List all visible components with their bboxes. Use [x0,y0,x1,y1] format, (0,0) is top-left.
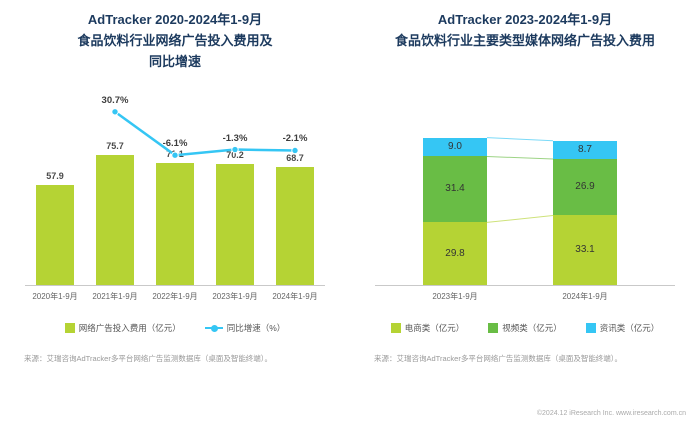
legend-item-video: 视频类（亿元） [488,322,562,334]
legend-item-news: 资讯类（亿元） [585,322,660,334]
left-title-line3: 同比增速 [148,53,201,69]
right-chart-title: AdTracker 2023-2024年1-9月 食品饮料行业主要类型媒体网络广… [375,10,675,80]
x-axis-label: 2023年1-9月 [212,292,258,301]
stack-segment-电商类（亿元） [553,215,617,285]
x-axis-label: 2023年1-9月 [432,292,478,301]
bar-value-label: 68.7 [286,152,304,163]
stack-connector-layer [486,137,554,223]
legend-item-ecommerce: 电商类（亿元） [390,322,465,334]
stack-segment-电商类（亿元） [423,222,487,285]
stack-segment-资讯类（亿元） [553,140,617,159]
stack-segment-视频类（亿元） [423,156,487,223]
left-title-line1: AdTracker 2020-2024年1-9月 [87,12,263,27]
bar-2022年1-9月 [156,162,194,285]
left-title-line2: 食品饮料行业网络广告投入费用及 [77,32,273,48]
news-swatch [585,323,596,333]
left-legend: 网络广告投入费用（亿元） 同比增速（%） [25,322,325,334]
bar-value-label: 57.9 [46,171,64,182]
left-chart-title: AdTracker 2020-2024年1-9月 食品饮料行业网络广告投入费用及… [25,10,325,80]
charts-row: AdTracker 2020-2024年1-9月 食品饮料行业网络广告投入费用及… [0,0,700,334]
x-axis-label: 2024年1-9月 [562,292,608,301]
x-axis-label: 2024年1-9月 [272,292,318,301]
right-title-line1: AdTracker 2023-2024年1-9月 [437,12,613,27]
segment-value-label: 33.1 [575,244,595,256]
bar-series-swatch [64,323,75,333]
stack-segment-资讯类（亿元） [423,137,487,157]
stack-segment-视频类（亿元） [553,159,617,216]
right-title-line2: 食品饮料行业主要类型媒体网络广告投入费用 [394,32,655,48]
x-axis-line [25,285,325,286]
left-chart-panel: AdTracker 2020-2024年1-9月 食品饮料行业网络广告投入费用及… [0,0,350,334]
line-dot-icon [210,324,218,332]
ecommerce-swatch [390,323,401,333]
growth-rate-label: -6.1% [162,138,188,150]
bar-value-label: 75.7 [106,140,124,151]
right-chart-panel: AdTracker 2023-2024年1-9月 食品饮料行业主要类型媒体网络广… [350,0,700,334]
segment-value-label: 31.4 [445,183,465,195]
legend-label-growth: 同比增速（%） [226,323,286,333]
legend-label-ecommerce: 电商类（亿元） [404,323,465,333]
copyright-footer: ©2024.12 iResearch Inc. www.iresearch.co… [536,410,686,417]
growth-rate-label: -2.1% [282,133,308,145]
legend-label-video: 视频类（亿元） [502,323,562,333]
bar-2023年1-9月 [216,164,254,285]
growth-rate-label: 30.7% [101,94,129,106]
video-swatch [488,323,499,333]
segment-value-label: 26.9 [575,181,595,193]
bar-2024年1-9月 [276,166,314,285]
x-axis-line [375,285,675,286]
bar-2021年1-9月 [96,154,134,285]
legend-label-news: 资讯类（亿元） [599,323,660,333]
legend-item-growth: 同比增速（%） [204,322,286,334]
left-source-note: 来源：艾瑞咨询AdTracker多平台网络广告监测数据库（桌面及智能终端）。 [24,354,273,363]
bar-2020年1-9月 [36,185,74,285]
right-source-note: 来源：艾瑞咨询AdTracker多平台网络广告监测数据库（桌面及智能终端）。 [374,354,623,363]
right-legend: 电商类（亿元） 视频类（亿元） 资讯类（亿元） [375,322,675,334]
segment-value-label: 29.8 [445,247,465,259]
x-axis-label: 2020年1-9月 [32,292,78,301]
bar-value-label: 70.2 [226,150,244,161]
x-axis-label: 2022年1-9月 [152,292,198,301]
segment-value-label: 9.0 [448,141,462,153]
line-series-swatch [204,324,223,332]
source-notes-row: 来源：艾瑞咨询AdTracker多平台网络广告监测数据库（桌面及智能终端）。 来… [0,354,700,365]
right-stacked-bar-chart: 29.8 31.4 9.0 2023年1-9月 33.1 26.9 8.7 2024年1-9月 [375,80,675,320]
legend-item-ad-spend: 网络广告投入费用（亿元） [64,322,181,334]
growth-rate-label: -1.3% [222,132,248,144]
growth-line-layer [111,108,299,159]
left-bar-line-chart: 57.92020年1-9月75.72021年1-9月71.12022年1-9月7… [25,80,325,320]
legend-label-ad-spend: 网络广告投入费用（亿元） [78,323,181,333]
x-axis-label: 2021年1-9月 [92,292,138,301]
segment-value-label: 8.7 [578,143,592,155]
